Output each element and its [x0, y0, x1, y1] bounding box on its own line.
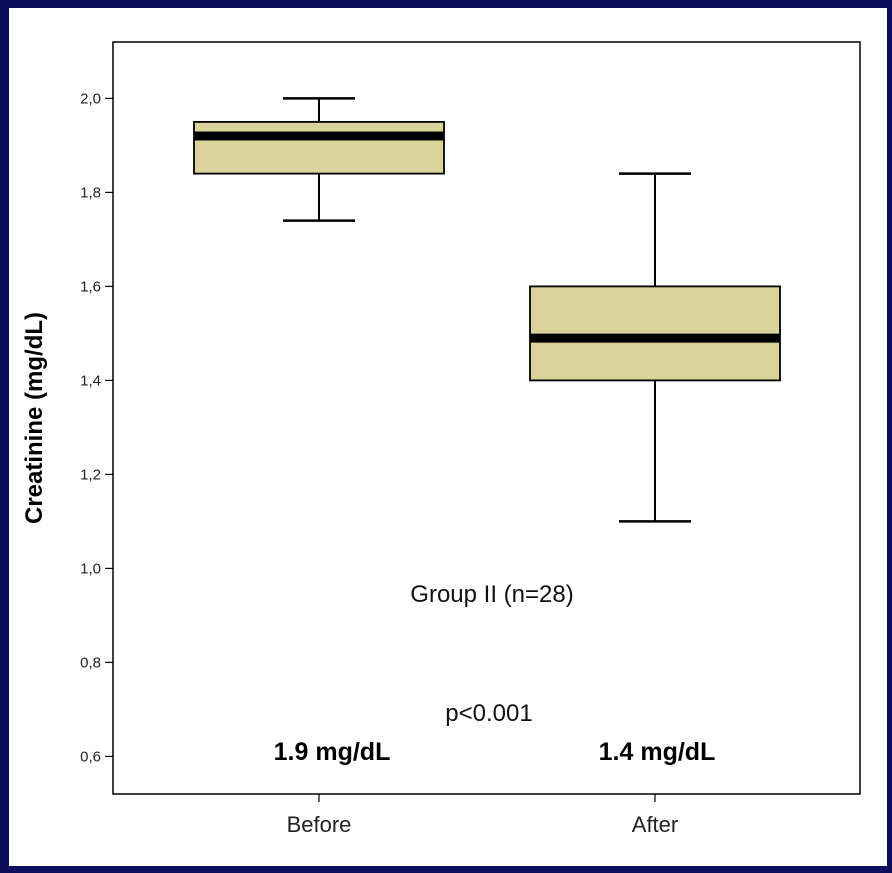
- box-before: [193, 97, 445, 222]
- y-tick-label: 1,8: [80, 184, 101, 201]
- x-tick-label-before: Before: [287, 812, 352, 837]
- chart-frame: 0,6 0,8 1,0 1,2 1,4 1,6 1,8 2,0 Before After Cre…: [9, 8, 887, 866]
- y-tick-label: 1,4: [80, 372, 101, 389]
- y-axis: 0,6 0,8 1,0 1,2 1,4 1,6 1,8 2,0: [80, 90, 113, 765]
- iqr-box: [529, 285, 781, 382]
- iqr-box: [193, 121, 445, 175]
- boxes: [193, 97, 781, 523]
- y-axis-label: Creatinine (mg/dL): [21, 312, 48, 524]
- x-tick-label-after: After: [632, 812, 678, 837]
- group-label: Group II (n=28): [410, 581, 573, 608]
- after-mean-label: 1.4 mg/dL: [599, 738, 716, 766]
- box-after: [529, 172, 781, 523]
- y-tick-label: 1,6: [80, 278, 101, 295]
- x-axis: Before After: [287, 794, 678, 837]
- box-plot-chart: 0,6 0,8 1,0 1,2 1,4 1,6 1,8 2,0 Before After Cre…: [21, 41, 861, 837]
- y-tick-label: 1,2: [80, 466, 101, 483]
- before-mean-label: 1.9 mg/dL: [274, 738, 391, 766]
- y-tick-label: 0,6: [80, 748, 101, 765]
- y-tick-label: 2,0: [80, 90, 101, 107]
- y-tick-label: 0,8: [80, 654, 101, 671]
- y-tick-label: 1,0: [80, 560, 101, 577]
- p-value-label: p<0.001: [445, 700, 532, 727]
